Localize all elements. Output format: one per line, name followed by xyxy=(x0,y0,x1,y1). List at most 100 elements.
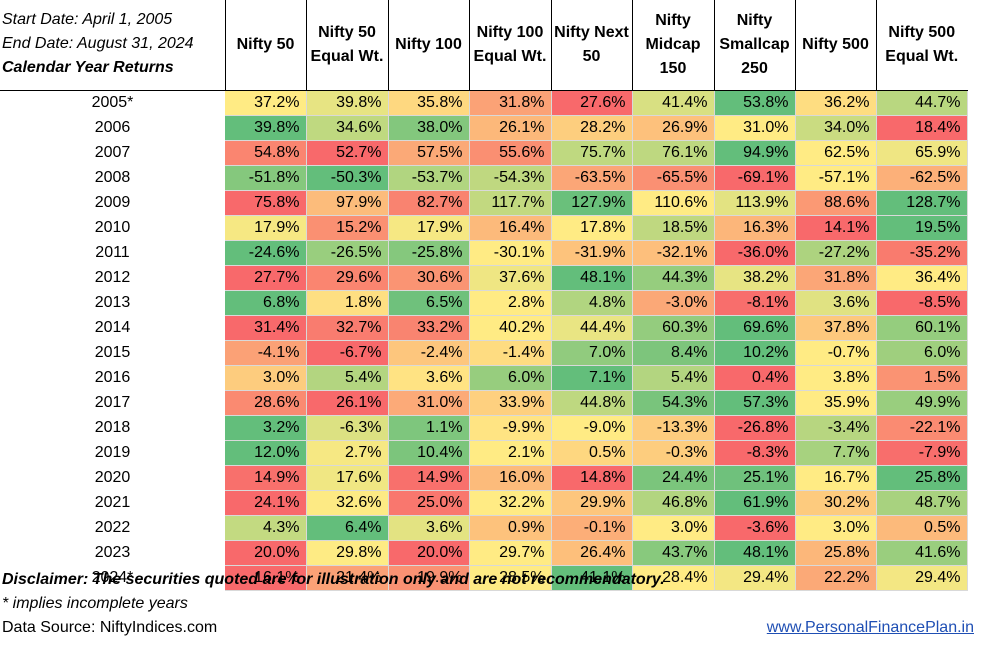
end-date: End Date: August 31, 2024 xyxy=(2,35,194,52)
row-year: 2022 xyxy=(0,515,225,541)
return-cell: 19.5% xyxy=(876,215,968,241)
return-cell: 14.1% xyxy=(795,215,877,241)
return-cell: -54.3% xyxy=(469,165,552,191)
return-cell: 16.7% xyxy=(795,465,877,491)
row-year: 2010 xyxy=(0,215,225,241)
return-cell: -7.9% xyxy=(876,440,968,466)
return-cell: 19.9% xyxy=(388,565,470,591)
col-header: Nifty 50 Equal Wt. xyxy=(305,0,388,91)
row-year: 2014 xyxy=(0,315,225,341)
return-cell: 7.7% xyxy=(795,440,877,466)
return-cell: 60.3% xyxy=(632,315,715,341)
return-cell: 26.9% xyxy=(632,115,715,141)
return-cell: 16.3% xyxy=(714,215,796,241)
table-row: 2015 -4.1% -6.7% -2.4% -1.4% 7.0% 8.4% 10.2% -0.… xyxy=(0,340,968,366)
return-cell: 37.6% xyxy=(469,265,552,291)
return-cell: 25.8% xyxy=(876,465,968,491)
table-row: 2007 54.8% 52.7% 57.5% 55.6% 75.7% 76.1% 94.9% 6… xyxy=(0,140,968,166)
return-cell: 18.4% xyxy=(876,115,968,141)
return-cell: 4.3% xyxy=(225,515,307,541)
return-cell: 1.5% xyxy=(876,365,968,391)
row-year: 2018 xyxy=(0,415,225,441)
table-subtitle: Calendar Year Returns xyxy=(2,59,174,76)
table-row: 2011 -24.6% -26.5% -25.8% -30.1% -31.9% -32.1%… xyxy=(0,240,968,266)
row-year: 2013 xyxy=(0,290,225,316)
return-cell: -8.1% xyxy=(714,290,796,316)
return-cell: 94.9% xyxy=(714,140,796,166)
return-cell: 28.6% xyxy=(225,390,307,416)
return-cell: -22.1% xyxy=(876,415,968,441)
return-cell: -57.1% xyxy=(795,165,877,191)
return-cell: 48.7% xyxy=(876,490,968,516)
return-cell: 0.5% xyxy=(876,515,968,541)
return-cell: 17.6% xyxy=(306,465,389,491)
return-cell: 3.6% xyxy=(795,290,877,316)
return-cell: 48.1% xyxy=(551,265,633,291)
website-link[interactable]: www.PersonalFinancePlan.in xyxy=(766,619,974,636)
table-row: 2005* 37.2% 39.8% 35.8% 31.8% 27.6% 41.4% 53.8%… xyxy=(0,90,968,116)
col-header: Nifty Midcap 150 xyxy=(631,0,714,91)
return-cell: -27.2% xyxy=(795,240,877,266)
return-cell: 28.4% xyxy=(632,565,715,591)
col-header: Nifty 500 xyxy=(794,0,876,91)
table-row: 2016 3.0% 5.4% 3.6% 6.0% 7.1% 5.4% 0.4% 3.8% 1.5% xyxy=(0,365,968,391)
return-cell: 128.7% xyxy=(876,190,968,216)
return-cell: 0.5% xyxy=(551,440,633,466)
return-cell: 12.0% xyxy=(225,440,307,466)
return-cell: 29.4% xyxy=(714,565,796,591)
table-row: 2021 24.1% 32.6% 25.0% 32.2% 29.9% 46.8% 61.9% 3… xyxy=(0,490,968,516)
return-cell: 33.2% xyxy=(388,315,470,341)
table-row: 2017 28.6% 26.1% 31.0% 33.9% 44.8% 54.3% 57.3% 3… xyxy=(0,390,968,416)
return-cell: 20.0% xyxy=(388,540,470,566)
return-cell: -25.8% xyxy=(388,240,470,266)
table-row: 2020 14.9% 17.6% 14.9% 16.0% 14.8% 24.4% 25.1% 1… xyxy=(0,465,968,491)
return-cell: 7.1% xyxy=(551,365,633,391)
return-cell: 14.9% xyxy=(225,465,307,491)
table-row: 2008 -51.8% -50.3% -53.7% -54.3% -63.5% -65.5%… xyxy=(0,165,968,191)
return-cell: 3.0% xyxy=(795,515,877,541)
return-cell: 4.8% xyxy=(551,290,633,316)
return-cell: 27.7% xyxy=(225,265,307,291)
return-cell: 2.7% xyxy=(306,440,389,466)
return-cell: 127.9% xyxy=(551,190,633,216)
row-year: 2024* xyxy=(0,565,225,591)
return-cell: 88.6% xyxy=(795,190,877,216)
row-year: 2006 xyxy=(0,115,225,141)
return-cell: 6.4% xyxy=(306,515,389,541)
return-cell: 3.6% xyxy=(388,515,470,541)
return-cell: 22.2% xyxy=(795,565,877,591)
return-cell: -0.1% xyxy=(551,515,633,541)
return-cell: 57.3% xyxy=(714,390,796,416)
return-cell: 31.8% xyxy=(469,90,552,116)
return-cell: 17.9% xyxy=(225,215,307,241)
table-row: 2023 20.0% 29.8% 20.0% 29.7% 26.4% 43.7% 48.1% 2… xyxy=(0,540,968,566)
return-cell: 0.4% xyxy=(714,365,796,391)
return-cell: 53.8% xyxy=(714,90,796,116)
return-cell: -13.3% xyxy=(632,415,715,441)
return-cell: 29.8% xyxy=(306,540,389,566)
table-row: 2010 17.9% 15.2% 17.9% 16.4% 17.8% 18.5% 16.3% 1… xyxy=(0,215,968,241)
return-cell: 0.9% xyxy=(469,515,552,541)
return-cell: -2.4% xyxy=(388,340,470,366)
return-cell: 1.1% xyxy=(388,415,470,441)
return-cell: 37.2% xyxy=(225,90,307,116)
incomplete-note: * implies incomplete years xyxy=(2,595,188,612)
header-row: Nifty 50 Nifty 50 Equal Wt. Nifty 100 Ni… xyxy=(0,0,967,91)
return-cell: 3.6% xyxy=(388,365,470,391)
return-cell: 36.4% xyxy=(876,265,968,291)
return-cell: 43.7% xyxy=(632,540,715,566)
return-cell: 10.2% xyxy=(714,340,796,366)
return-cell: 6.8% xyxy=(225,290,307,316)
return-cell: 5.4% xyxy=(632,365,715,391)
row-year: 2020 xyxy=(0,465,225,491)
return-cell: 82.7% xyxy=(388,190,470,216)
return-cell: 25.1% xyxy=(714,465,796,491)
return-cell: -8.5% xyxy=(876,290,968,316)
return-cell: 44.4% xyxy=(551,315,633,341)
return-cell: 34.6% xyxy=(306,115,389,141)
row-year: 2017 xyxy=(0,390,225,416)
row-year: 2009 xyxy=(0,190,225,216)
return-cell: 10.4% xyxy=(388,440,470,466)
return-cell: 29.6% xyxy=(306,265,389,291)
row-year: 2007 xyxy=(0,140,225,166)
